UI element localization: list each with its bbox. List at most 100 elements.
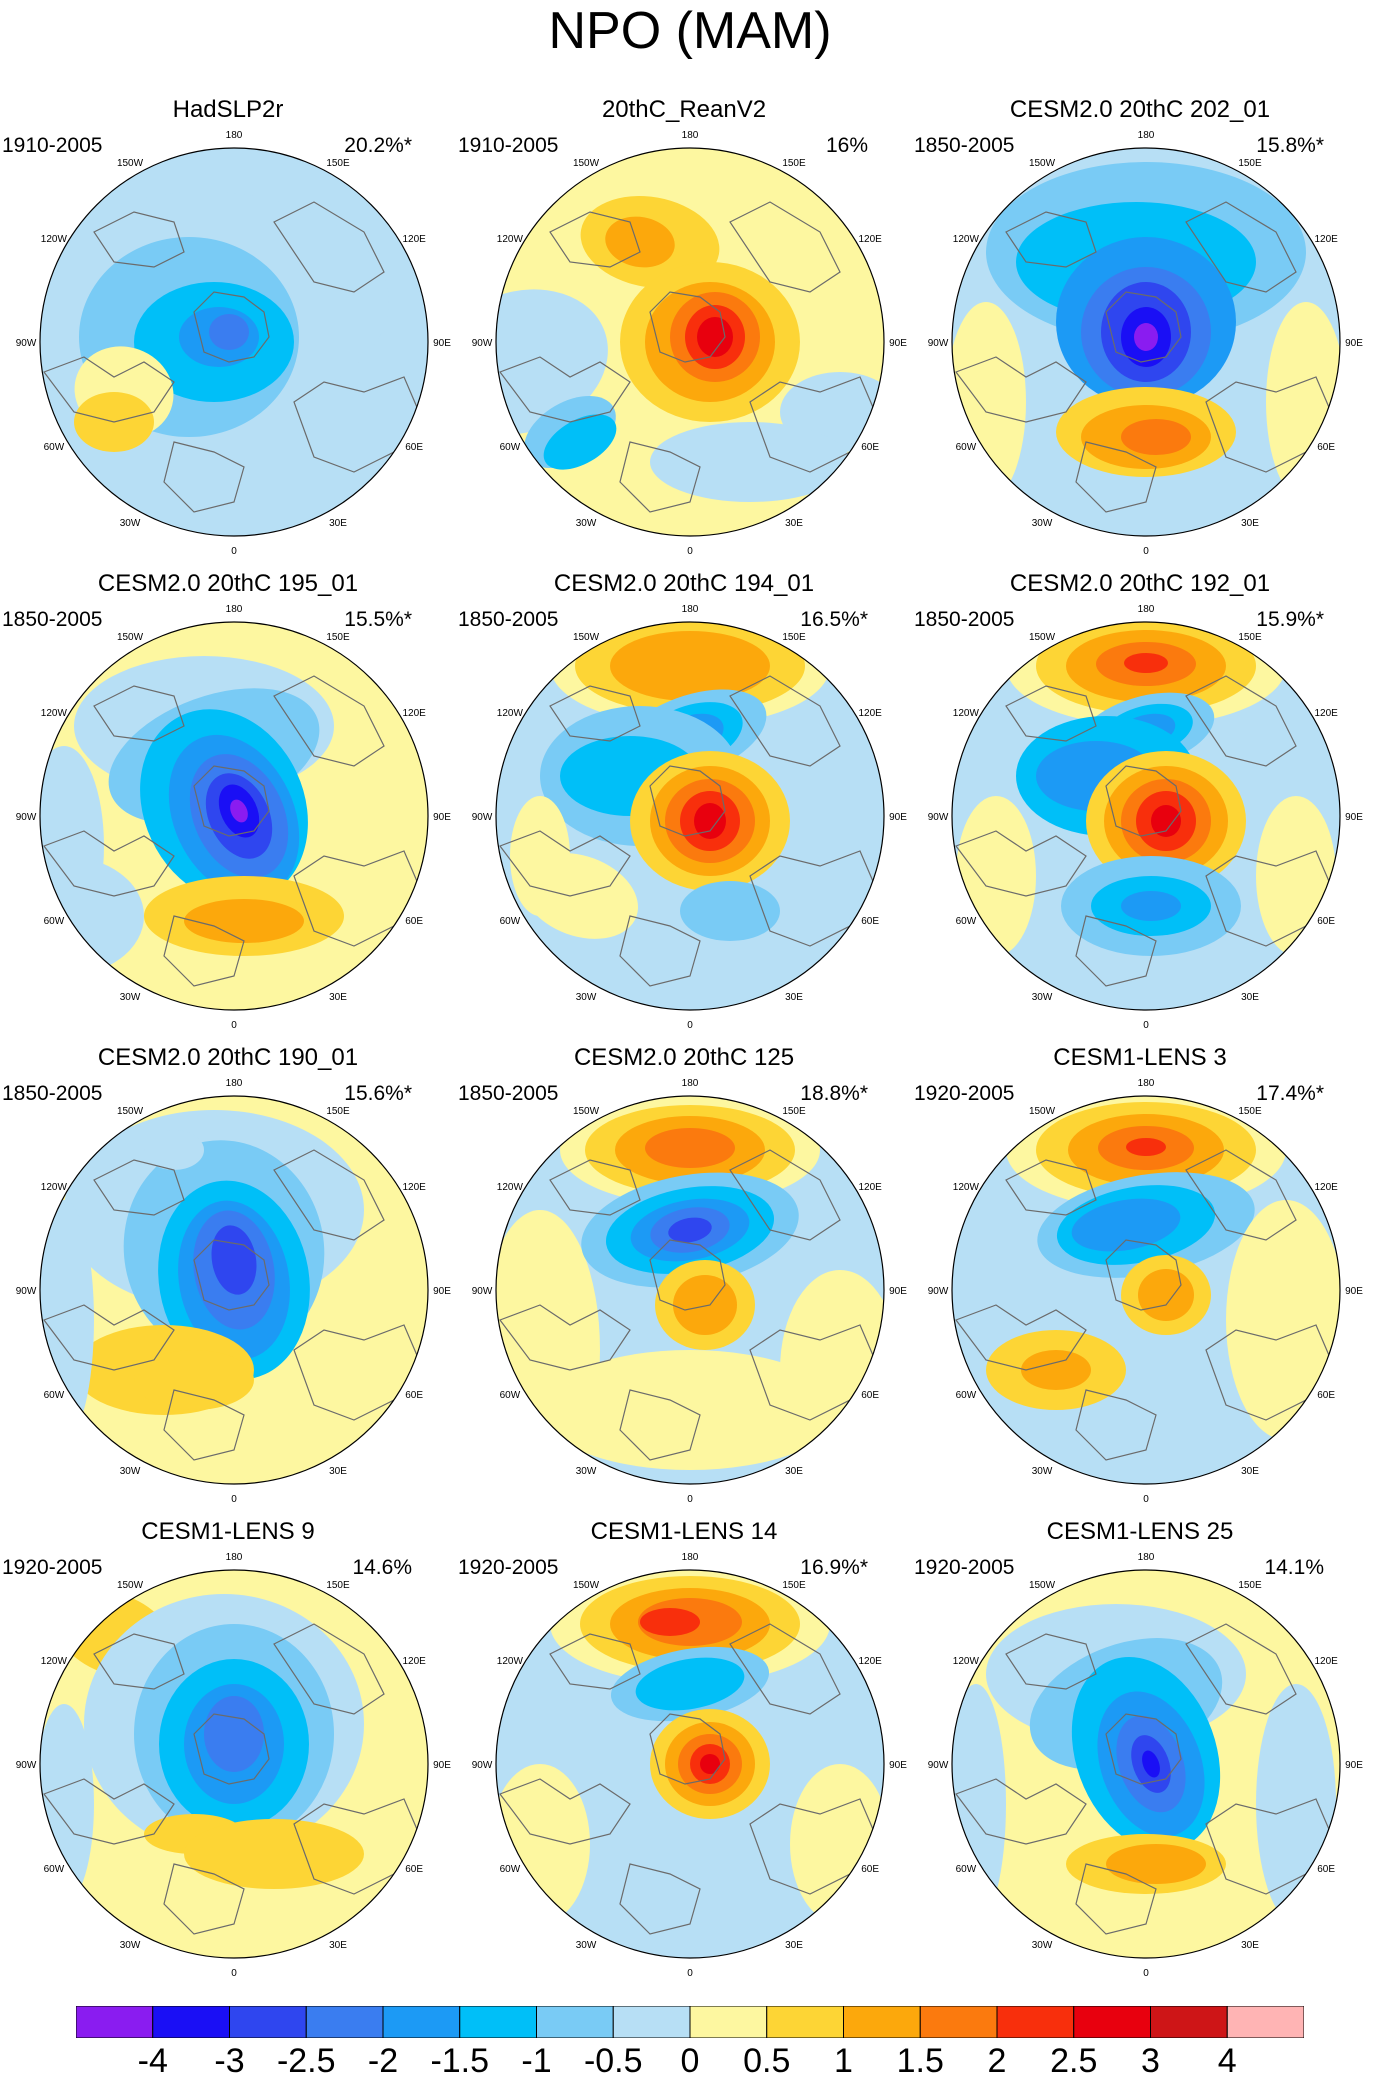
contour-region [1256,796,1336,956]
panel-title: CESM1-LENS 9 [141,1518,315,1545]
colorbar-swatch [1073,2006,1151,2038]
colorbar-swatch [689,2006,768,2038]
longitude-label: 150W [1029,158,1056,169]
longitude-label: 150E [326,632,350,643]
longitude-label: 30W [1032,518,1053,529]
coastline [549,1633,641,1690]
longitude-label: 90E [1345,338,1363,349]
map-border [495,147,885,537]
longitude-label: 30E [329,1940,347,1951]
colorbar-tick-label: -3 [214,2042,245,2080]
longitude-label: 150E [1238,158,1262,169]
contour-region [952,302,1026,502]
coastline [649,291,726,363]
longitude-label: 30W [120,518,141,529]
coastline [1075,1389,1157,1461]
longitude-label: 120E [858,708,882,719]
colorbar-swatch [843,2006,921,2038]
anomaly-field [40,622,428,1010]
longitude-label: 150W [117,632,144,643]
longitude-label: 180 [1138,604,1155,615]
coastline [549,685,641,742]
contour-region [1226,1200,1340,1440]
longitude-label: 30W [1032,1466,1053,1477]
longitude-label: 180 [682,1078,699,1089]
map-border [39,1569,429,1959]
map-panel: 180 150E 120E 90E 60E 30E 0 30W 60W 90W 120W 150W CE… [456,570,912,1040]
coastline [649,765,726,837]
coastline [1075,915,1157,987]
longitude-label: 180 [226,1552,243,1563]
longitude-label: 60E [1317,442,1335,453]
longitude-label: 180 [682,130,699,141]
longitude-label: 120E [1314,708,1338,719]
longitude-label: 120W [953,1182,980,1193]
panel-title: CESM2.0 20thC 202_01 [1009,96,1271,123]
map-panel: 180 150E 120E 90E 60E 30E 0 30W 60W 90W 120W 150W Ha… [0,96,456,566]
contour-region [697,317,733,357]
longitude-label: 90W [928,1286,949,1297]
longitude-label: 90E [889,1286,907,1297]
contour-region [650,422,850,502]
colorbar [76,2006,1304,2038]
panel-variance: 15.9%* [1256,608,1324,631]
contour-region [543,414,617,470]
colorbar-swatch [76,2006,154,2038]
coastline [193,765,270,837]
longitude-label: 60W [44,916,65,927]
contour-region [184,1819,364,1889]
coastline [619,1389,701,1461]
contour-region [209,314,249,350]
contour-region [610,631,770,701]
longitude-label: 120W [497,234,524,245]
coastline [619,1863,701,1935]
panel-variance: 15.8%* [1256,134,1324,157]
longitude-label: 60E [405,442,423,453]
longitude-label: 150W [573,158,600,169]
coastlines [499,201,876,513]
longitude-label: 120E [858,1656,882,1667]
longitude-label: 150W [1029,1106,1056,1117]
polar-map: 180 150E 120E 90E 60E 30E 0 30W 60W 90W 120W 150W [16,130,452,557]
longitude-label: 150W [573,1580,600,1591]
polar-map: 180 150E 120E 90E 60E 30E 0 30W 60W 90W 120W 150W [16,1078,452,1505]
longitude-label: 120W [497,708,524,719]
longitude-label: 60E [1317,1390,1335,1401]
coastline [955,356,1087,423]
contour-region [1124,653,1168,673]
contour-region [144,1130,204,1170]
colorbar-tick-label: -2.5 [276,2042,336,2080]
colorbar-tick-label: 0.5 [743,2042,791,2080]
panel-title: CESM2.0 20thC 194_01 [553,570,815,597]
panel-period: 1920-2005 [458,1556,559,1579]
longitude-label: 90W [928,812,949,823]
map-border [39,621,429,1011]
colorbar-tick-label: -1.5 [430,2042,490,2080]
anomaly-field [496,622,884,1010]
panel-variance: 17.4%* [1256,1082,1324,1105]
panel-period: 1850-2005 [914,608,1015,631]
anomaly-field [496,148,884,536]
longitude-label: 90W [16,338,37,349]
contour-region [1142,1750,1160,1778]
contour-region [673,1275,737,1335]
contour-region [694,803,726,839]
coastline [1075,1863,1157,1935]
coastline [163,915,245,987]
coastlines [499,675,876,987]
longitude-label: 90E [433,1286,451,1297]
contour-region [668,1217,712,1243]
longitude-label: 90W [472,1286,493,1297]
coastline [273,1623,385,1715]
longitude-label: 90E [1345,1286,1363,1297]
longitude-label: 60E [405,1864,423,1875]
longitude-label: 120W [41,1182,68,1193]
longitude-label: 90E [889,338,907,349]
coastline [273,201,385,293]
longitude-label: 120W [953,1656,980,1667]
anomaly-field [40,1570,428,1958]
coastline [1005,1633,1097,1690]
contour-region [700,1754,720,1774]
longitude-label: 0 [1143,1494,1149,1505]
longitude-label: 120E [1314,234,1338,245]
